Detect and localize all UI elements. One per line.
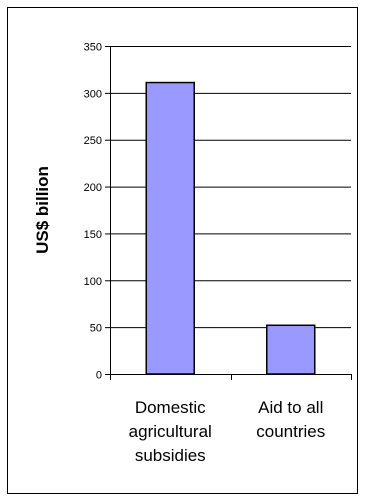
y-tick-label-50: 50: [90, 323, 102, 335]
axes: [105, 46, 352, 380]
bars: [145, 81, 316, 375]
x-category-label-0-1: agricultural: [129, 422, 212, 441]
y-tick-label-300: 300: [84, 88, 102, 100]
y-axis-title: US$ billion: [33, 166, 52, 254]
x-category-label-1-0: Aid to all: [258, 398, 323, 417]
y-tick-label-150: 150: [84, 229, 102, 241]
y-tick-label-200: 200: [84, 182, 102, 194]
y-tick-label-250: 250: [84, 135, 102, 147]
x-category-label-1-1: countries: [256, 422, 325, 441]
bar-1: [266, 324, 316, 375]
y-tick-label-0: 0: [96, 370, 102, 382]
y-tick-label-100: 100: [84, 276, 102, 288]
x-category-label-0-2: subsidies: [135, 446, 206, 465]
labels: 0 50 100 150 200 250 300 350 Domestic agricultura…: [84, 42, 326, 466]
y-tick-label-350: 350: [84, 42, 102, 54]
bar-0: [145, 81, 195, 375]
x-category-label-0-0: Domestic: [135, 398, 206, 417]
